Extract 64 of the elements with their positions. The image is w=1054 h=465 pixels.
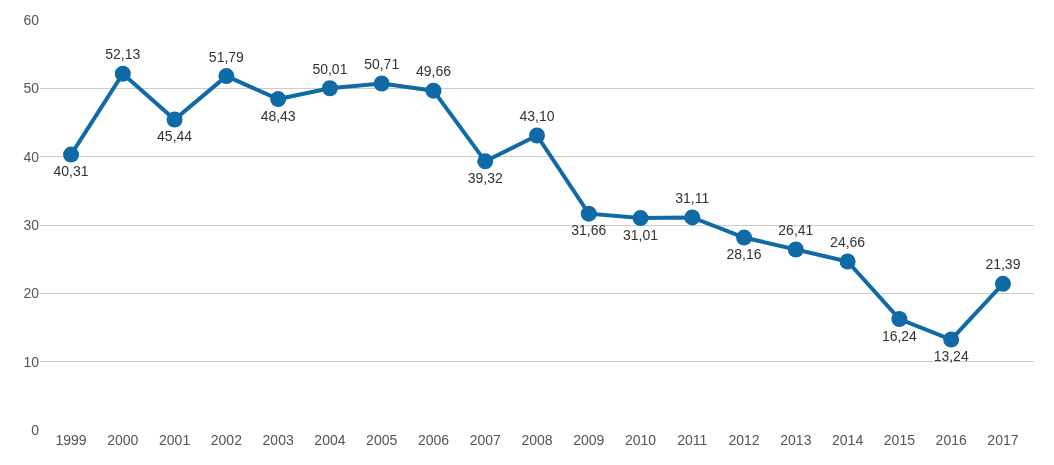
- point: [477, 153, 494, 170]
- x-tick-label: 2010: [624, 432, 657, 448]
- y-tick-label: 60: [23, 11, 40, 28]
- data-label: 43,10: [519, 107, 555, 124]
- x-tick-label: 2006: [417, 432, 450, 448]
- data-label: 26,41: [778, 222, 814, 239]
- point: [580, 205, 597, 222]
- x-tick-label: 2007: [469, 432, 502, 448]
- data-label: 16,24: [881, 327, 918, 344]
- data-label: 49,66: [415, 63, 452, 80]
- x-tick-label: 2015: [883, 432, 916, 448]
- point: [63, 146, 80, 163]
- y-tick-label: 50: [23, 80, 40, 97]
- y-tick-label: 30: [23, 216, 40, 233]
- x-tick-label: 2005: [366, 432, 398, 448]
- data-label: 21,39: [985, 256, 1021, 273]
- x-tick-label: 2000: [107, 432, 139, 448]
- point: [787, 241, 804, 258]
- data-label: 31,01: [623, 226, 659, 243]
- point: [218, 68, 235, 85]
- x-tick-label: 2002: [210, 432, 243, 448]
- x-tick-label: 1999: [55, 432, 87, 448]
- x-tick-label: 2013: [780, 432, 812, 448]
- data-label: 45,44: [157, 127, 193, 144]
- x-tick-label: 2017: [987, 432, 1019, 448]
- x-tick-label: 2012: [728, 432, 760, 448]
- x-tick-label: 2009: [573, 432, 605, 448]
- y-tick-label: 10: [23, 353, 40, 370]
- data-label: 48,43: [260, 107, 296, 124]
- point: [736, 229, 753, 246]
- point: [632, 210, 649, 227]
- x-tick-label: 2014: [832, 432, 864, 448]
- data-label: 40,31: [53, 163, 89, 180]
- data-label: 13,24: [933, 348, 969, 365]
- data-label: 39,32: [467, 169, 503, 186]
- x-tick-label: 2003: [262, 432, 294, 448]
- data-label: 24,66: [830, 233, 866, 250]
- y-tick-label: 20: [23, 285, 40, 302]
- point: [994, 275, 1011, 292]
- point: [425, 82, 442, 99]
- point: [270, 91, 287, 108]
- point: [321, 80, 338, 97]
- data-label: 51,79: [208, 48, 245, 65]
- point: [891, 311, 908, 328]
- x-tick-label: 2004: [314, 432, 346, 448]
- data-label: 50,71: [364, 55, 400, 72]
- data-label: 52,13: [105, 46, 141, 63]
- point: [373, 75, 390, 92]
- data-label: 31,11: [675, 189, 710, 206]
- point: [943, 331, 960, 348]
- point: [684, 209, 701, 226]
- y-tick-label: 40: [23, 148, 40, 165]
- x-tick-label: 2008: [521, 432, 553, 448]
- point: [166, 111, 183, 128]
- x-tick-label: 2001: [159, 432, 191, 448]
- data-label: 28,16: [726, 246, 762, 263]
- point: [839, 253, 856, 270]
- point: [529, 127, 545, 144]
- y-tick-label: 0: [31, 421, 40, 438]
- point: [114, 65, 131, 82]
- x-tick-label: 2011: [677, 432, 708, 448]
- x-tick-label: 2016: [935, 432, 967, 448]
- data-label: 31,66: [571, 222, 607, 239]
- data-label: 50,01: [312, 60, 348, 77]
